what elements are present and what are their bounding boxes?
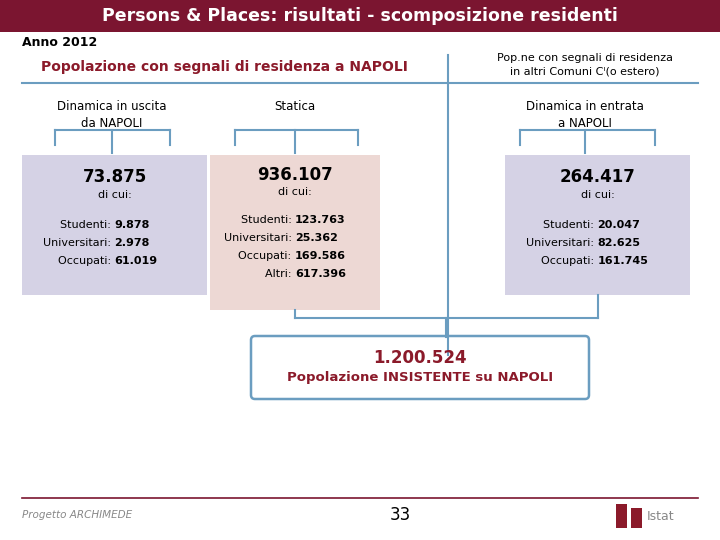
Text: 617.396: 617.396	[295, 269, 346, 279]
Bar	[210, 155, 380, 310]
Text: Persons & Places: risultati - scomposizione residenti: Persons & Places: risultati - scomposizi…	[102, 7, 618, 25]
Text: Istat: Istat	[647, 510, 675, 523]
Text: Studenti:: Studenti:	[60, 220, 114, 230]
Text: 20.047: 20.047	[598, 220, 640, 230]
Text: 169.586: 169.586	[295, 251, 346, 261]
Text: di cui:: di cui:	[98, 190, 131, 200]
Text: 161.745: 161.745	[598, 256, 649, 266]
Text: Studenti:: Studenti:	[543, 220, 598, 230]
Bar	[0, 0, 720, 32]
Text: 33: 33	[390, 506, 410, 524]
Text: Dinamica in entrata
a NAPOLI: Dinamica in entrata a NAPOLI	[526, 100, 644, 130]
Text: Anno 2012: Anno 2012	[22, 36, 97, 49]
Text: 1.200.524: 1.200.524	[373, 349, 467, 367]
Bar	[616, 504, 627, 528]
Text: Statica: Statica	[274, 100, 315, 113]
Text: Popolazione con segnali di residenza a NAPOLI: Popolazione con segnali di residenza a N…	[40, 60, 408, 74]
Text: 25.362: 25.362	[295, 233, 338, 243]
Text: Universitari:: Universitari:	[526, 238, 598, 248]
Text: di cui:: di cui:	[278, 187, 312, 197]
Text: 264.417: 264.417	[559, 168, 636, 186]
Text: 73.875: 73.875	[82, 168, 147, 186]
Text: di cui:: di cui:	[580, 190, 614, 200]
Text: 61.019: 61.019	[114, 256, 158, 266]
Text: 123.763: 123.763	[295, 215, 346, 225]
Text: 2.978: 2.978	[114, 238, 150, 248]
Text: Dinamica in uscita
da NAPOLI: Dinamica in uscita da NAPOLI	[58, 100, 167, 130]
FancyBboxPatch shape	[251, 336, 589, 399]
Text: Popolazione INSISTENTE su NAPOLI: Popolazione INSISTENTE su NAPOLI	[287, 370, 553, 383]
Text: Occupati:: Occupati:	[238, 251, 295, 261]
Bar	[631, 508, 642, 528]
Text: Occupati:: Occupati:	[58, 256, 114, 266]
Text: Pop.ne con segnali di residenza
in altri Comuni Cᴵ(o estero): Pop.ne con segnali di residenza in altri…	[497, 53, 673, 77]
Text: Studenti:: Studenti:	[240, 215, 295, 225]
Text: Progetto ARCHIMEDE: Progetto ARCHIMEDE	[22, 510, 132, 520]
Text: 82.625: 82.625	[598, 238, 641, 248]
Text: Occupati:: Occupati:	[541, 256, 598, 266]
Text: 936.107: 936.107	[257, 166, 333, 184]
Bar	[505, 155, 690, 295]
Bar	[22, 155, 207, 295]
Text: Altri:: Altri:	[265, 269, 295, 279]
Text: Universitari:: Universitari:	[223, 233, 295, 243]
Text: 9.878: 9.878	[114, 220, 150, 230]
Text: Universitari:: Universitari:	[43, 238, 114, 248]
